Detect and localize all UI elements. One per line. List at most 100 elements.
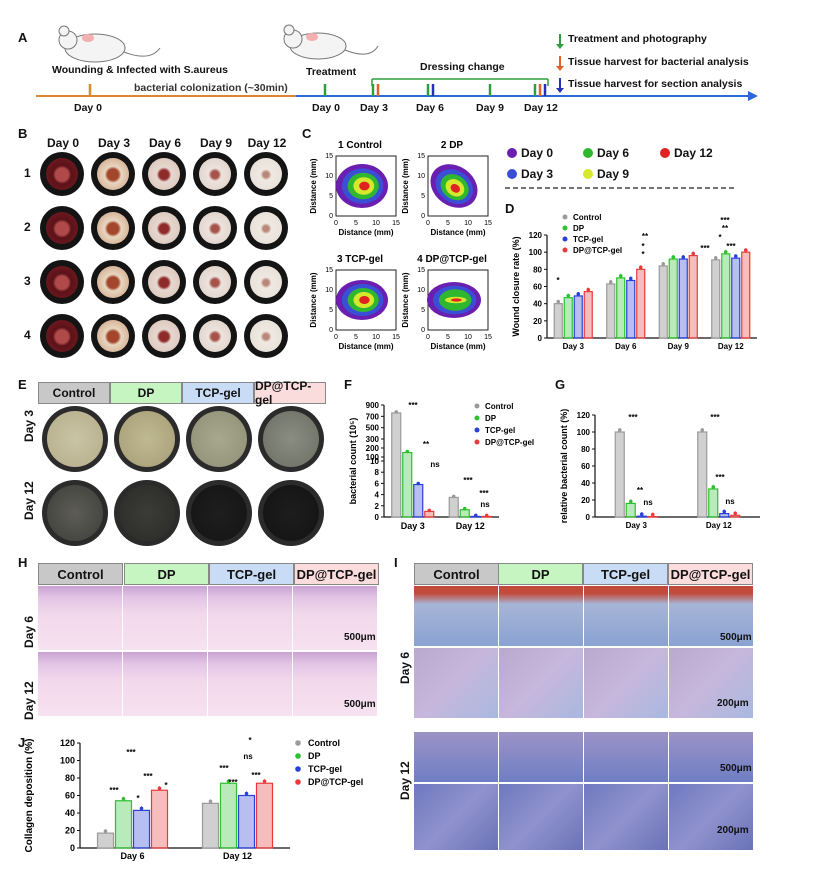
bar	[237, 794, 256, 849]
legend-label: Control	[485, 402, 513, 411]
masson-section	[414, 732, 498, 782]
wound-photo	[193, 152, 237, 196]
x-category-label: Day 6	[615, 342, 637, 351]
he-section	[123, 652, 207, 716]
contour-ytick: 5	[329, 193, 333, 200]
contour-ytick: 0	[421, 327, 425, 334]
data-point	[473, 513, 478, 518]
significance-mark: ns	[725, 497, 735, 506]
x-category-label: Day 3	[401, 521, 425, 531]
data-point	[691, 251, 696, 256]
he-section	[123, 586, 207, 650]
bar	[413, 483, 424, 518]
mouse-icon	[58, 25, 161, 63]
panel-label-g: G	[555, 377, 566, 392]
group-header-i: Control	[414, 563, 499, 585]
timeline-day: Day 6	[416, 102, 445, 114]
significance-mark: ***	[109, 786, 119, 795]
timeline-treatment-label: Treatment	[306, 66, 357, 78]
bar	[201, 802, 220, 849]
bar	[711, 259, 721, 339]
wound-photo	[40, 206, 84, 250]
y-tick-label: 100	[366, 453, 380, 462]
significance-mark: ***	[126, 748, 136, 757]
legend-label: DP@TCP-gel	[308, 777, 363, 787]
data-point	[733, 254, 738, 258]
data-point	[638, 265, 643, 270]
y-tick-label: 0	[538, 334, 543, 343]
bar	[563, 297, 573, 339]
panel-c-legend-item: Day 3	[507, 167, 553, 181]
data-point	[566, 293, 571, 298]
x-category-label: Day 6	[120, 851, 144, 861]
group-header-e: Control	[38, 382, 110, 404]
bar	[583, 291, 593, 339]
group-header-i: TCP-gel	[583, 563, 668, 585]
agar-surface	[263, 411, 319, 467]
significance-mark: ***	[700, 244, 710, 253]
contour-ylabel: Distance (mm)	[309, 272, 318, 327]
significance-mark: ns	[643, 498, 653, 507]
significance-mark: *	[641, 250, 645, 259]
wound-photo	[91, 152, 135, 196]
masson-section	[584, 586, 668, 646]
timeline-wounding-label: Wounding & Infected with S.aureus	[52, 64, 228, 76]
row-label-day6: Day 6	[22, 615, 36, 648]
data-point	[700, 428, 705, 432]
significance-mark: *	[136, 794, 140, 803]
panel-b-col-header: Day 12	[247, 136, 287, 150]
panel-b-col-header: Day 3	[97, 136, 131, 150]
y-tick-label: 200	[366, 444, 380, 453]
data-point	[650, 512, 655, 517]
x-category-label: Day 12	[456, 521, 485, 531]
significance-mark: ***	[463, 476, 473, 485]
significance-mark: ***	[143, 772, 153, 781]
y-tick-label: 8	[375, 468, 380, 477]
significance-mark: **	[637, 486, 644, 495]
contour-day-region	[359, 296, 370, 304]
culture-plate	[258, 406, 324, 472]
significance-mark: ***	[628, 413, 638, 422]
data-point	[617, 428, 622, 432]
culture-plate	[42, 406, 108, 472]
contour-day-region	[359, 181, 370, 191]
y-tick-label: 100	[577, 428, 591, 437]
wound-photo	[40, 260, 84, 304]
he-section	[293, 586, 377, 650]
group-header-h: TCP-gel	[209, 563, 294, 585]
contour-xtick: 5	[354, 334, 358, 341]
legend-label: DP@TCP-gel	[573, 246, 622, 255]
legend-swatch	[507, 169, 517, 179]
legend-marker	[295, 740, 301, 746]
culture-plate	[114, 480, 180, 546]
wound-tissue	[46, 212, 78, 244]
contour-xtick: 5	[446, 220, 450, 227]
he-section	[38, 586, 122, 650]
masson-section	[669, 732, 753, 782]
legend-label: Day 3	[521, 167, 554, 181]
bar	[708, 488, 719, 518]
panel-label-b: B	[18, 126, 28, 141]
group-header-e: TCP-gel	[182, 382, 254, 404]
data-point	[576, 292, 581, 296]
bar	[402, 451, 413, 518]
legend-label: TCP-gel	[485, 426, 515, 435]
bar	[730, 514, 741, 518]
data-point	[208, 799, 213, 804]
contour-xtick: 15	[392, 220, 400, 227]
data-point	[139, 806, 144, 811]
legend-marker	[474, 427, 480, 433]
wound-tissue	[97, 266, 129, 298]
panel-b-row-label: 2	[24, 220, 31, 234]
row-label-day12: Day 12	[398, 761, 412, 800]
culture-plate	[186, 480, 252, 546]
bar	[459, 509, 470, 518]
bar	[219, 782, 238, 849]
y-tick-label: 80	[581, 445, 590, 454]
legend-label: Day 9	[597, 167, 630, 181]
y-tick-label: 120	[529, 231, 543, 240]
wound-photo	[193, 260, 237, 304]
bar	[741, 251, 751, 339]
bar	[668, 258, 678, 339]
